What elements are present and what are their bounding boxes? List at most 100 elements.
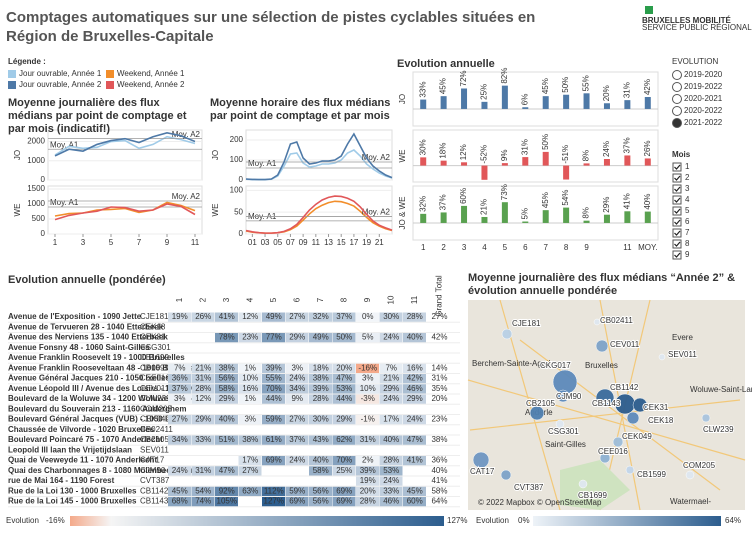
cell-value: 70% (336, 456, 352, 465)
cell (379, 415, 403, 425)
row-name: Rue de la Loi 145 - 1000 Bruxelles (8, 497, 137, 506)
cell (403, 394, 426, 404)
row-code: COM205 (140, 404, 173, 413)
radio-label: 2019-2020 (684, 70, 723, 79)
map-point-label: CKG017 (540, 361, 571, 370)
radio[interactable] (672, 118, 682, 128)
bar (420, 99, 427, 109)
cell (215, 415, 238, 425)
bar-label: 45% (439, 78, 448, 94)
cell-value: 56% (313, 497, 329, 506)
row-code: CB02411 (140, 425, 173, 434)
cell-value: 0% (362, 312, 374, 321)
cell (262, 415, 285, 425)
column-header: 4 (245, 297, 254, 302)
cell (285, 394, 309, 404)
checkbox[interactable] (672, 195, 682, 205)
map-point[interactable] (593, 318, 601, 326)
column-header: Grand Total (435, 275, 444, 316)
cell (168, 363, 191, 373)
place-label: Bruxelles (585, 361, 618, 370)
bar-label: 50% (541, 134, 550, 150)
road (469, 399, 741, 431)
map-point[interactable] (500, 469, 512, 481)
checkbox[interactable] (672, 162, 682, 172)
map-point[interactable] (556, 389, 570, 403)
map-point-label: COM205 (683, 461, 716, 470)
map-point[interactable] (599, 452, 611, 464)
check (674, 186, 681, 192)
radio[interactable] (672, 94, 682, 104)
y-tick-label: 1000 (27, 156, 45, 165)
cell (403, 374, 426, 384)
checkbox[interactable] (672, 228, 682, 238)
checkbox[interactable] (672, 184, 682, 194)
scale-min: 0% (518, 516, 530, 525)
cell-value: 69% (266, 456, 282, 465)
radio[interactable] (672, 82, 682, 92)
map-point[interactable] (595, 388, 615, 408)
map-point[interactable] (555, 419, 565, 429)
cell (332, 394, 356, 404)
radio[interactable] (672, 106, 682, 116)
bar-label: 45% (541, 192, 550, 208)
road (519, 339, 721, 491)
row-name: Rue de la Loi 130 - 1000 Bruxelles (8, 486, 137, 495)
cell (262, 333, 285, 343)
bar-label: 6% (520, 94, 529, 106)
cell-value: 24% (407, 415, 423, 424)
checkbox[interactable] (672, 206, 682, 216)
map-point-label: CEK049 (622, 432, 652, 441)
legend-swatch (8, 81, 16, 89)
cell-value: 45% (172, 486, 188, 495)
y-tick-label: 0 (41, 175, 46, 184)
cell (215, 384, 238, 394)
cell-value: 28% (195, 384, 211, 393)
bar-label: 9% (500, 150, 509, 162)
bar (603, 103, 610, 109)
panel-label: WE (13, 204, 22, 217)
bar (542, 96, 549, 109)
map-point[interactable] (625, 465, 635, 475)
cell-value: 17% (242, 456, 258, 465)
checkbox[interactable] (672, 239, 682, 249)
map-point[interactable] (578, 479, 588, 489)
map-point[interactable] (612, 436, 624, 448)
map-point[interactable] (632, 397, 648, 413)
cell-value: 56% (219, 374, 235, 383)
map-point[interactable] (472, 451, 490, 469)
cell (309, 497, 332, 507)
map-point[interactable] (501, 328, 513, 340)
legend-swatch (106, 81, 114, 89)
cell (309, 384, 332, 394)
checkbox[interactable] (672, 250, 682, 260)
cell (309, 394, 332, 404)
bar-label: 60% (459, 188, 468, 204)
x-tick-label: 07 (286, 238, 295, 247)
bar-label: 8% (582, 150, 591, 162)
cell (403, 333, 426, 343)
map-point[interactable] (658, 353, 666, 361)
map-point[interactable] (701, 413, 711, 423)
cell (262, 374, 285, 384)
cell-value: 24% (172, 466, 188, 475)
map-point[interactable] (626, 411, 640, 425)
row-code: CB1599 (140, 363, 169, 372)
bar (563, 207, 570, 223)
cell-value: 3% (244, 415, 256, 424)
cell (379, 333, 403, 343)
map-point[interactable] (685, 470, 695, 480)
row-name: rue de Mai 164 - 1190 Forest (8, 476, 115, 485)
map-point[interactable] (595, 339, 609, 353)
checkbox[interactable] (672, 217, 682, 227)
cell (285, 384, 309, 394)
cell-value: 10% (242, 374, 258, 383)
cell (238, 435, 262, 445)
cell (379, 312, 403, 322)
radio[interactable] (672, 70, 682, 80)
checkbox[interactable] (672, 173, 682, 183)
map-point[interactable] (529, 405, 545, 421)
cell-value: 31% (195, 466, 211, 475)
row-frame (412, 185, 659, 241)
cell (262, 384, 285, 394)
